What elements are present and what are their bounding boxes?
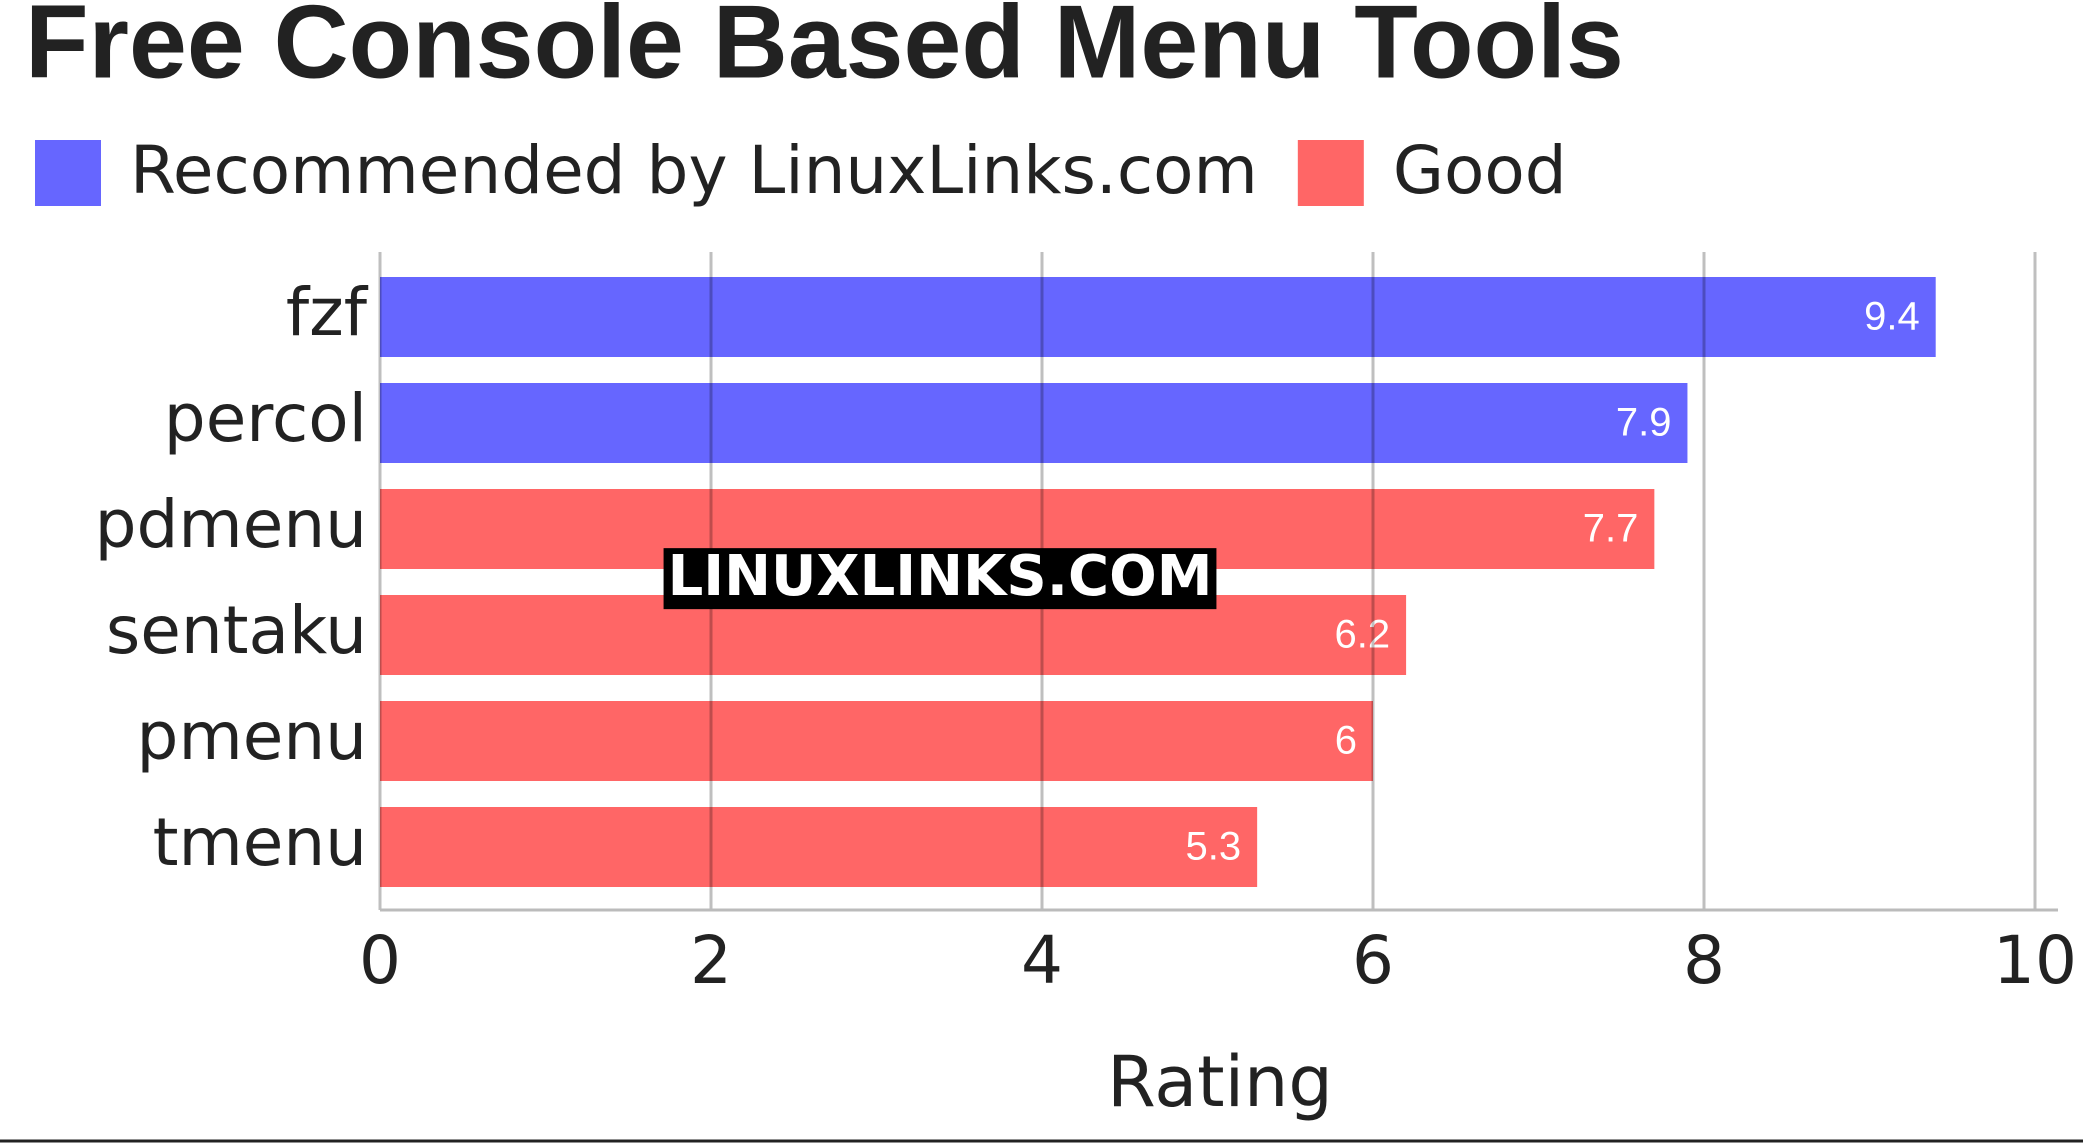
x-axis-label: Rating bbox=[1107, 1041, 1333, 1123]
value-label: 6 bbox=[1335, 719, 1357, 763]
bar bbox=[380, 277, 1936, 357]
legend-label: Recommended by LinuxLinks.com bbox=[130, 132, 1258, 209]
bar bbox=[380, 807, 1258, 887]
y-tick-label: tmenu bbox=[153, 804, 367, 881]
legend-swatch bbox=[1297, 140, 1364, 206]
legend-label: Good bbox=[1393, 132, 1567, 209]
y-tick-label: pdmenu bbox=[95, 486, 367, 563]
y-tick-label: sentaku bbox=[106, 592, 367, 669]
watermark-background bbox=[663, 548, 1217, 610]
x-tick-label: 8 bbox=[1683, 922, 1725, 999]
x-tick-label: 10 bbox=[1993, 922, 2077, 999]
x-tick-label: 6 bbox=[1352, 922, 1394, 999]
legend-swatch bbox=[35, 140, 101, 206]
value-label: 7.9 bbox=[1616, 401, 1672, 445]
value-label: 5.3 bbox=[1186, 825, 1242, 869]
value-label: 7.7 bbox=[1583, 507, 1639, 551]
y-tick-label: percol bbox=[164, 380, 367, 457]
bar bbox=[380, 701, 1373, 781]
y-tick-label: pmenu bbox=[137, 698, 367, 775]
watermark: LINUXLINKS.COM bbox=[668, 544, 1213, 609]
value-label: 9.4 bbox=[1864, 295, 1920, 339]
y-tick-label: fzf bbox=[286, 274, 369, 351]
x-tick-label: 4 bbox=[1021, 922, 1063, 999]
bar bbox=[380, 383, 1688, 463]
x-tick-label: 2 bbox=[690, 922, 732, 999]
value-label: 6.2 bbox=[1334, 613, 1390, 657]
x-tick-label: 0 bbox=[359, 922, 401, 999]
chart-title: Free Console Based Menu Tools bbox=[25, 0, 1624, 100]
